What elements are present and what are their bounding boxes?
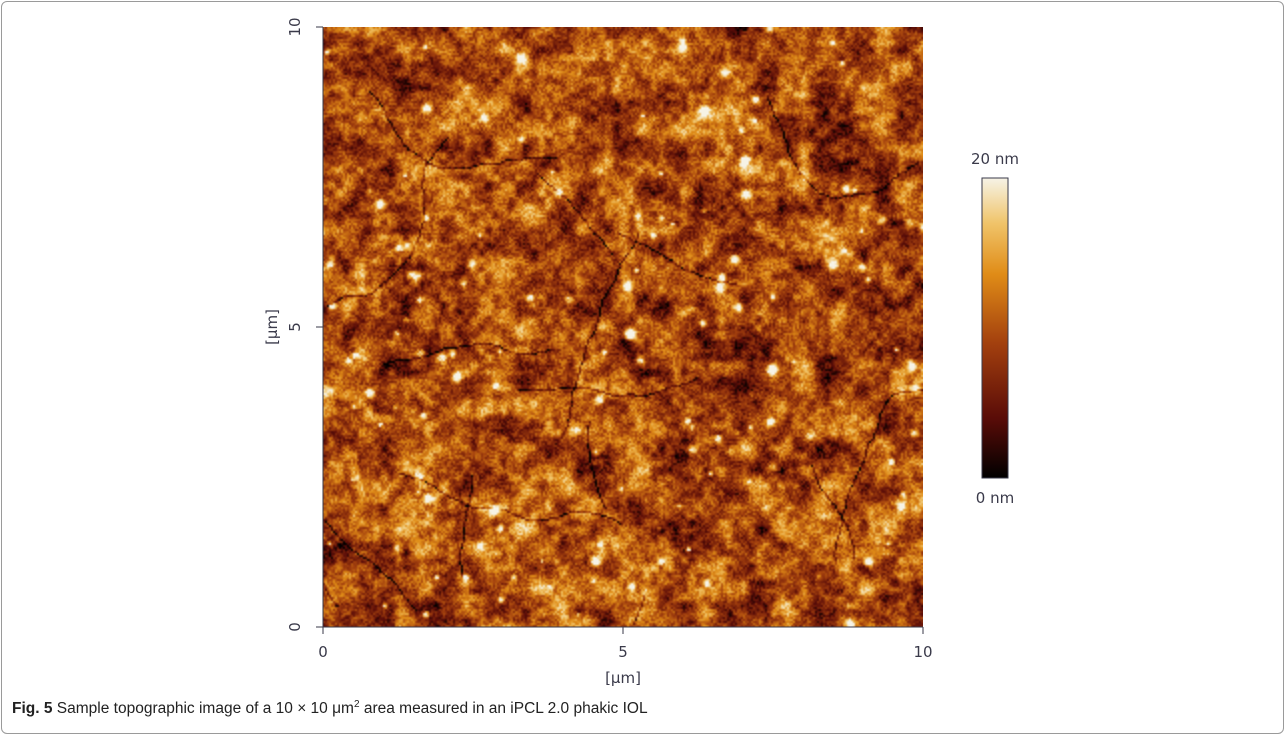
- y-axis-title: [μm]: [263, 309, 281, 345]
- colorbar: [981, 177, 1009, 479]
- y-tick-label-5: 5: [286, 322, 304, 332]
- caption-superscript: 2: [353, 698, 360, 710]
- x-tick-label-10: 10: [913, 643, 932, 661]
- x-tick-label-0: 0: [318, 643, 328, 661]
- colorbar-min-label: 0 nm: [976, 489, 1014, 507]
- x-axis-title: [μm]: [605, 669, 641, 687]
- y-tick-label-0: 0: [286, 622, 304, 632]
- caption-text-end: area measured in an iPCL 2.0 phakic IOL: [359, 700, 648, 717]
- figure-caption: Fig. 5 Sample topographic image of a 10 …: [12, 698, 648, 718]
- caption-text: Sample topographic image of a 10 × 10 μm: [56, 700, 354, 717]
- y-tick-label-10: 10: [286, 17, 304, 36]
- afm-height-map: [323, 27, 923, 627]
- colorbar-max-label: 20 nm: [971, 150, 1019, 168]
- x-tick-label-5: 5: [618, 643, 628, 661]
- figure-label: Fig. 5: [12, 700, 53, 717]
